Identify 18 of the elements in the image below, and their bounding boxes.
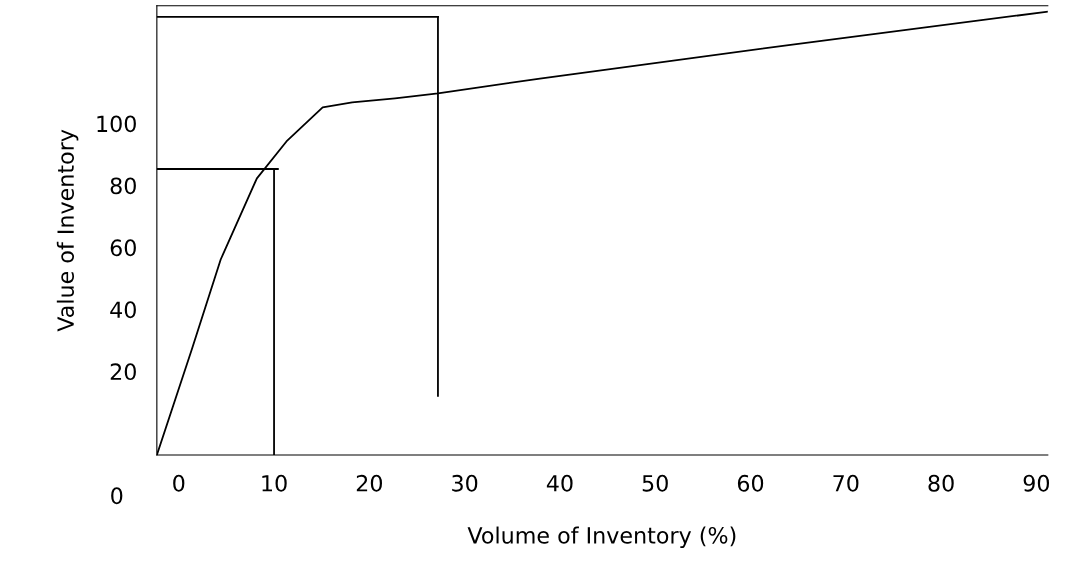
x-tick-label: 70 [833,474,859,492]
y-tick-label: 60 [110,239,136,257]
x-tick-label: 50 [642,474,668,492]
y-tick-label: 100 [97,115,136,133]
x-axis-title: Volume of Inventory (%) [467,526,736,549]
x-tick-label: 10 [262,474,287,492]
y-tick-label: 80 [110,177,136,195]
y-tick-label: 40 [110,301,136,319]
text: 0 [111,487,123,505]
x-tick-label: 90 [1023,474,1050,492]
x-tick-label: 60 [737,474,764,492]
x-tick-label: 20 [356,474,382,492]
x-tick-label: 40 [546,474,573,492]
x-tick-label: 30 [452,474,478,492]
y-tick-label: 20 [110,363,136,381]
x-tick-label: 80 [928,474,954,492]
y-axis-title: Value of Inventory [56,129,79,332]
x-tick-label: 0 [173,474,185,492]
